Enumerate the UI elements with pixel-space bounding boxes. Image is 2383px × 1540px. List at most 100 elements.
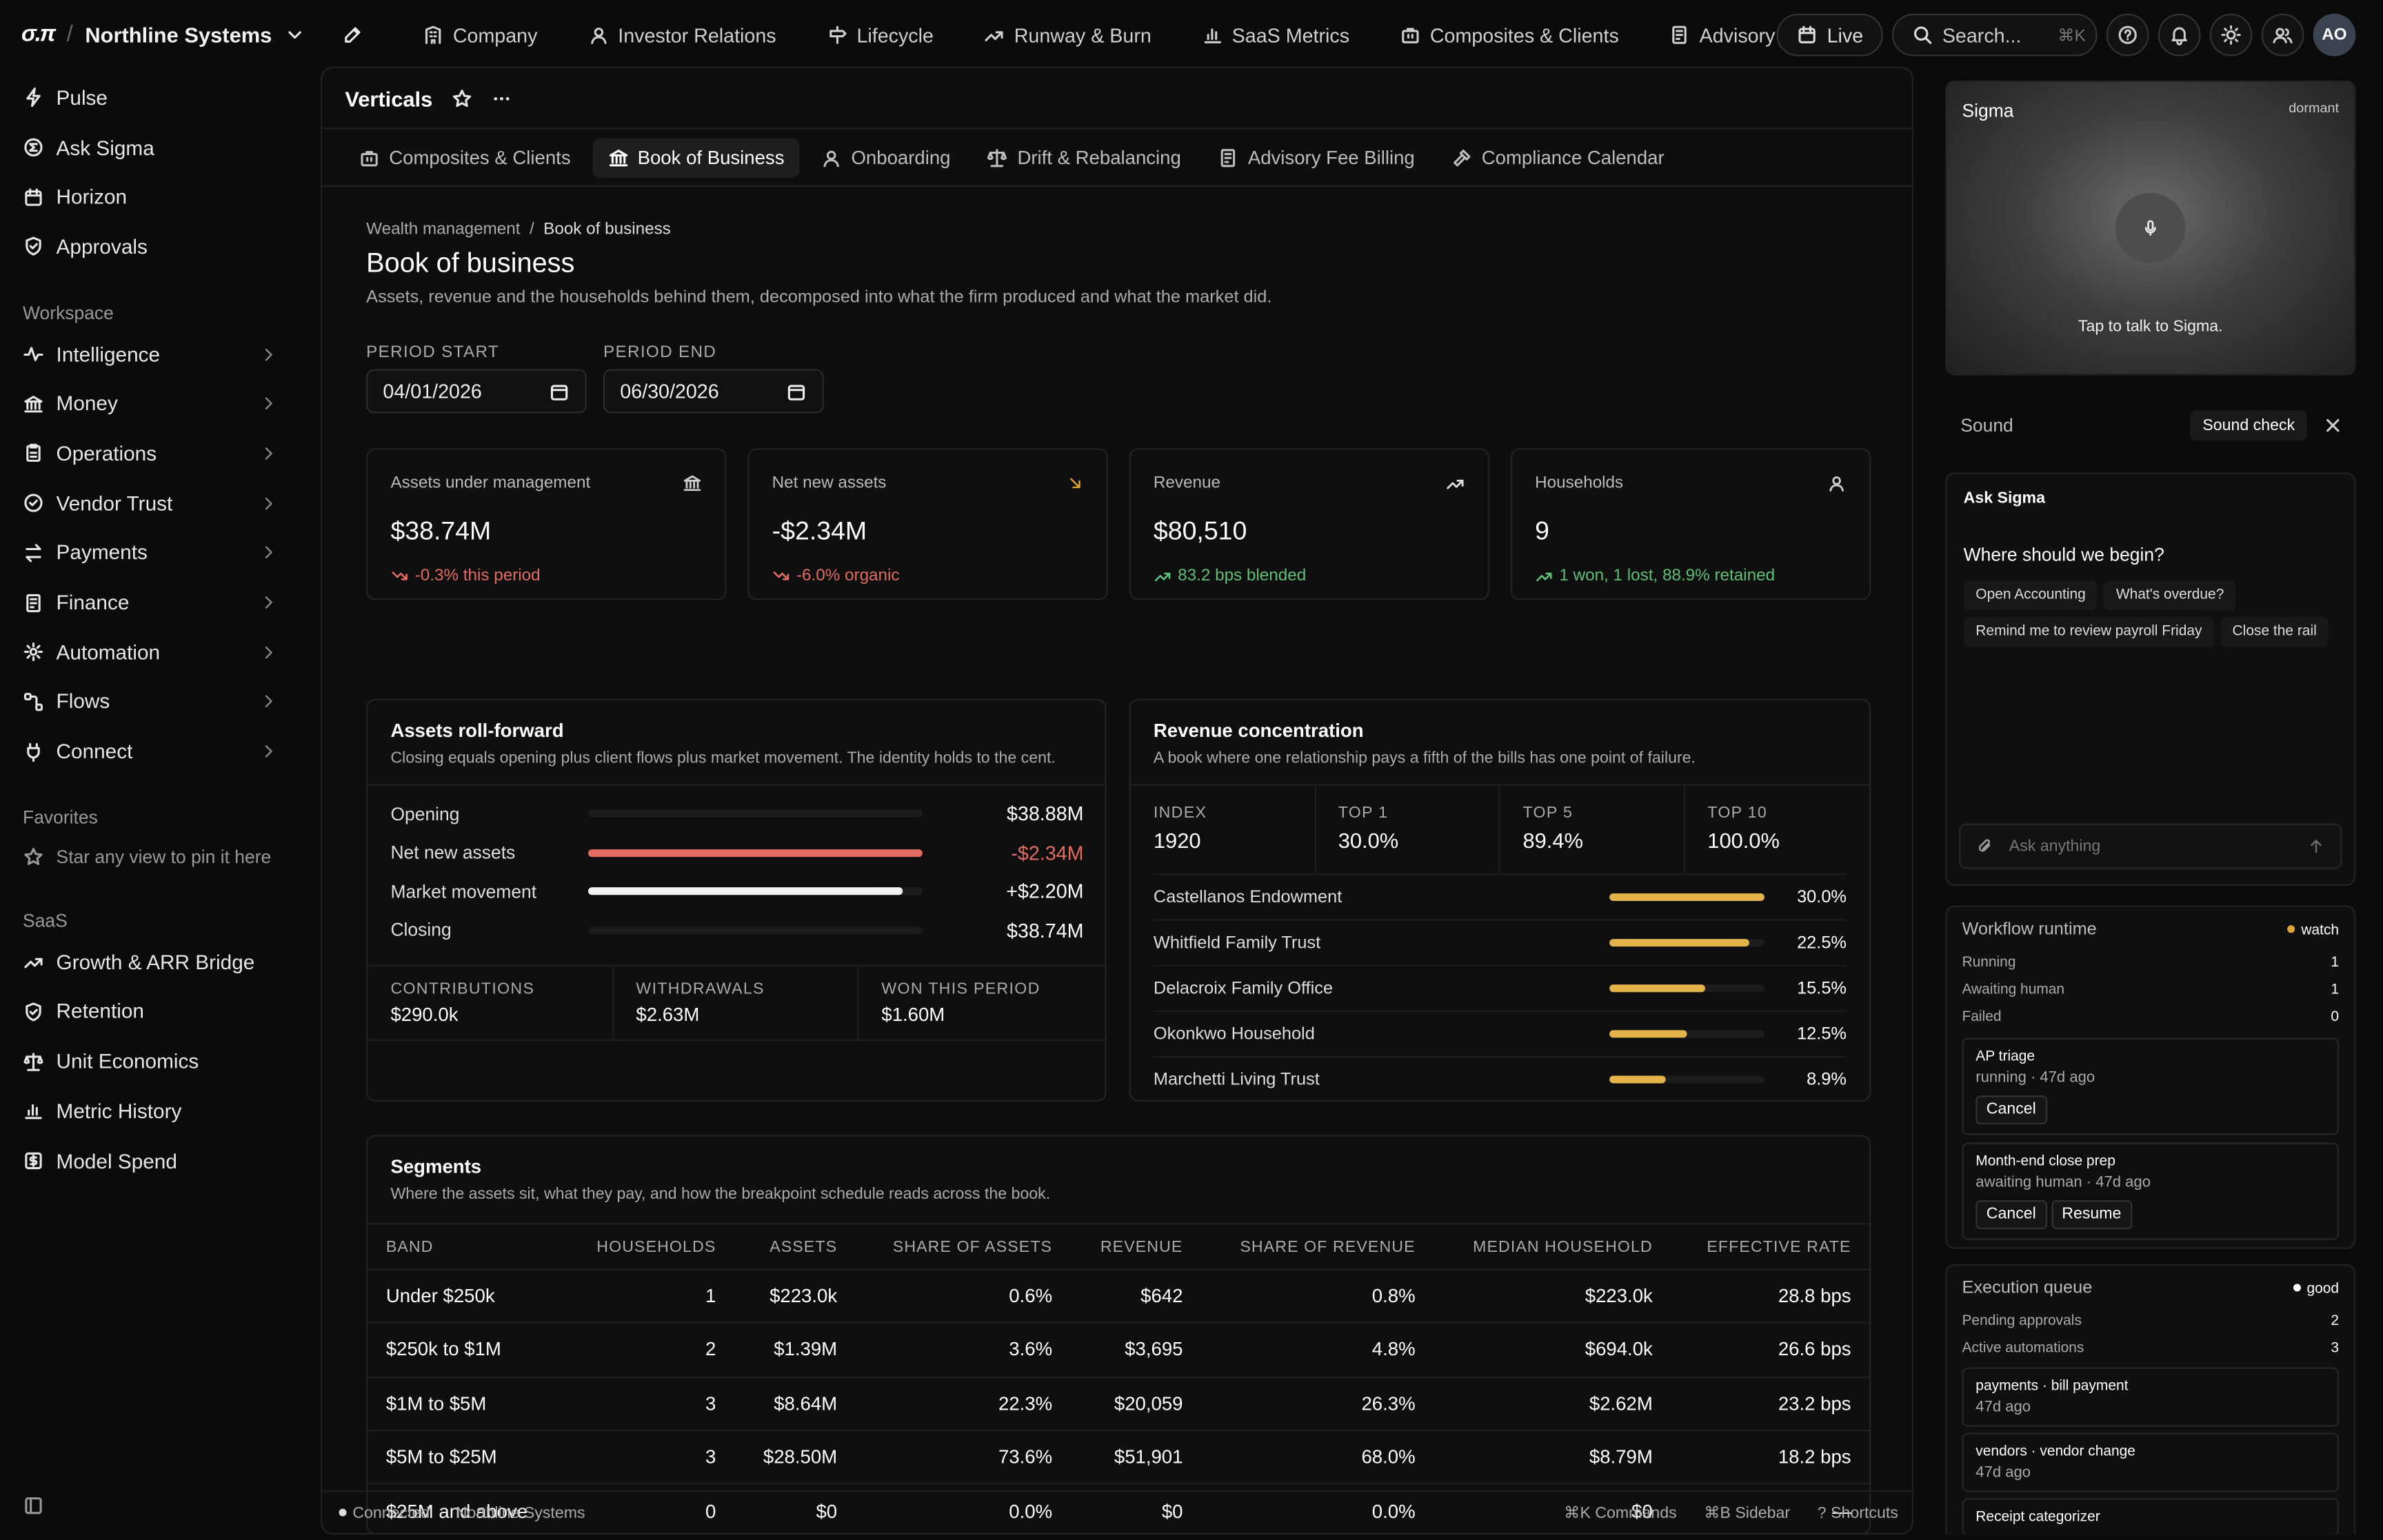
suggestion-chip[interactable]: Close the rail [2220, 616, 2329, 647]
tab-drift-rebalancing[interactable]: Drift & Rebalancing [972, 137, 1196, 176]
sidebar-shortcut[interactable]: ⌘B Sidebar [1704, 1503, 1791, 1522]
sidebar-item-label: Vendor Trust [56, 492, 173, 515]
cancel-button[interactable]: Cancel [1975, 1095, 2047, 1125]
period-start-input[interactable]: 04/01/2026 [366, 369, 587, 414]
queue-item-title: vendors · vendor change [1975, 1443, 2135, 1461]
chevron-down-icon[interactable] [284, 23, 305, 45]
column-median-household[interactable]: MEDIAN HOUSEHOLD [1434, 1223, 1671, 1270]
sidebar-item-growth-arr-bridge[interactable]: Growth & ARR Bridge [0, 938, 319, 987]
live-button[interactable]: Live [1776, 13, 1883, 57]
share-track [1609, 939, 1764, 947]
team-button[interactable] [2261, 13, 2304, 57]
table-cell: 3 [563, 1429, 734, 1484]
sidebar-item-connect[interactable]: Connect [0, 727, 319, 776]
nav-saas-metrics[interactable]: SaaS Metrics [1180, 0, 1378, 70]
tab-compliance-calendar[interactable]: Compliance Calendar [1436, 137, 1680, 176]
nav-label: Company [452, 23, 538, 47]
help-button[interactable] [2106, 13, 2149, 57]
nav-company[interactable]: Company [401, 0, 566, 70]
column-households[interactable]: HOUSEHOLDS [563, 1223, 734, 1270]
star-icon[interactable] [451, 88, 472, 109]
sidebar-item-ask-sigma[interactable]: Ask Sigma [0, 123, 319, 172]
sidebar-item-horizon[interactable]: Horizon [0, 172, 319, 222]
column-share-of-revenue[interactable]: SHARE OF REVENUE [1200, 1223, 1434, 1270]
tab-advisory-fee-billing[interactable]: Advisory Fee Billing [1203, 137, 1430, 176]
calendar-icon[interactable] [786, 381, 807, 402]
queue-item[interactable]: payments · bill payment 47d ago [1962, 1367, 2340, 1427]
column-revenue[interactable]: REVENUE [1070, 1223, 1201, 1270]
tab-onboarding[interactable]: Onboarding [805, 137, 965, 176]
sigma-voice-card: Sigma dormant Tap to talk to Sigma. [1945, 80, 2356, 376]
ask-input[interactable]: Ask anything [1959, 823, 2342, 869]
concentration-row: Okonkwo Household 12.5% [1153, 1010, 1847, 1056]
sidebar-item-finance[interactable]: Finance [0, 578, 319, 627]
rollforward-stat-won-this-period: WON THIS PERIOD $1.60M [858, 966, 1104, 1040]
avatar[interactable]: AO [2313, 13, 2356, 57]
nav-lifecycle[interactable]: Lifecycle [805, 0, 963, 70]
resume-button[interactable]: Resume [2051, 1200, 2132, 1230]
sidebar-item-pulse[interactable]: Pulse [0, 73, 319, 123]
suggestion-chip[interactable]: Remind me to review payroll Friday [1963, 616, 2215, 647]
sidebar-item-payments[interactable]: Payments [0, 528, 319, 578]
calendar-icon [25, 188, 42, 206]
sidebar-item-intelligence[interactable]: Intelligence [0, 330, 319, 379]
share-track [1609, 1030, 1764, 1038]
paperclip-icon[interactable] [1975, 835, 1993, 857]
main-panel: Verticals Composites & Clients Book of Bu… [321, 66, 1913, 1535]
tab-book-of-business[interactable]: Book of Business [592, 137, 800, 177]
bank-icon [608, 148, 627, 166]
kpi-delta-text: 1 won, 1 lost, 88.9% retained [1559, 567, 1776, 585]
close-icon[interactable] [2322, 415, 2344, 436]
star-icon [24, 847, 43, 865]
column-band[interactable]: BAND [368, 1223, 563, 1270]
stat-label: Pending approvals [1962, 1312, 2082, 1329]
more-icon[interactable] [490, 88, 512, 109]
shortcuts-link[interactable]: ? Shortcuts [1817, 1503, 1898, 1522]
sidebar-item-approvals[interactable]: Approvals [0, 222, 319, 272]
column-share-of-assets[interactable]: SHARE OF ASSETS [855, 1223, 1071, 1270]
table-row: $5M to $25M 3 $28.50M 73.6% $51,901 68.0% $8.7… [368, 1429, 1870, 1484]
tab-composites-clients[interactable]: Composites & Clients [343, 137, 586, 176]
search-input[interactable]: Search... ⌘K [1892, 13, 2098, 57]
send-icon[interactable] [2307, 835, 2325, 857]
cancel-button[interactable]: Cancel [1975, 1200, 2047, 1230]
table-cell: $1M to $5M [368, 1375, 563, 1430]
compose-icon[interactable] [342, 23, 363, 45]
org-switcher[interactable]: Northline Systems [85, 21, 272, 47]
queue-item[interactable]: Receipt categorizer [1962, 1498, 2340, 1535]
sidebar-item-operations[interactable]: Operations [0, 429, 319, 478]
period-end-input[interactable]: 06/30/2026 [603, 369, 824, 414]
column-assets[interactable]: ASSETS [734, 1223, 856, 1270]
tab-label: Composites & Clients [389, 146, 571, 168]
kpi-value: -$2.34M [772, 516, 867, 546]
sidebar-item-money[interactable]: Money [0, 379, 319, 429]
notifications-button[interactable] [2158, 13, 2201, 57]
queue-item[interactable]: vendors · vendor change 47d ago [1962, 1432, 2340, 1492]
sidebar-item-metric-history[interactable]: Metric History [0, 1086, 319, 1136]
sound-check-button[interactable]: Sound check [2190, 410, 2307, 441]
column-effective-rate[interactable]: EFFECTIVE RATE [1671, 1223, 1870, 1270]
table-cell: $223.0k [734, 1268, 856, 1324]
nav-runway-burn[interactable]: Runway & Burn [963, 0, 1180, 70]
commands-shortcut[interactable]: ⌘K Commands [1564, 1503, 1677, 1522]
sidebar-item-model-spend[interactable]: Model Spend [0, 1136, 319, 1186]
nav-composites-clients[interactable]: Composites & Clients [1378, 0, 1648, 70]
nav-investor-relations[interactable]: Investor Relations [566, 0, 805, 70]
sidebar-toggle-icon[interactable] [23, 1495, 44, 1517]
suggestion-chip[interactable]: What's overdue? [2104, 580, 2236, 611]
ask-placeholder: Ask anything [2009, 837, 2101, 855]
sidebar-item-unit-economics[interactable]: Unit Economics [0, 1037, 319, 1086]
sidebar-item-vendor-trust[interactable]: Vendor Trust [0, 478, 319, 528]
microphone-button[interactable] [2115, 192, 2186, 263]
theme-button[interactable] [2209, 13, 2253, 57]
suggestion-chip[interactable]: Open Accounting [1963, 580, 2098, 611]
calendar-icon[interactable] [549, 381, 570, 402]
sidebar-item-flows[interactable]: Flows [0, 677, 319, 727]
sidebar-item-automation[interactable]: Automation [0, 627, 319, 677]
rollforward-bar [587, 887, 903, 895]
app-logo[interactable]: σ.π [21, 21, 56, 48]
breadcrumb-parent[interactable]: Wealth management [366, 220, 521, 239]
sidebar-item-retention[interactable]: Retention [0, 987, 319, 1037]
favorites-heading: Favorites [23, 807, 98, 829]
rollforward-value: +$2.20M [1006, 880, 1084, 903]
